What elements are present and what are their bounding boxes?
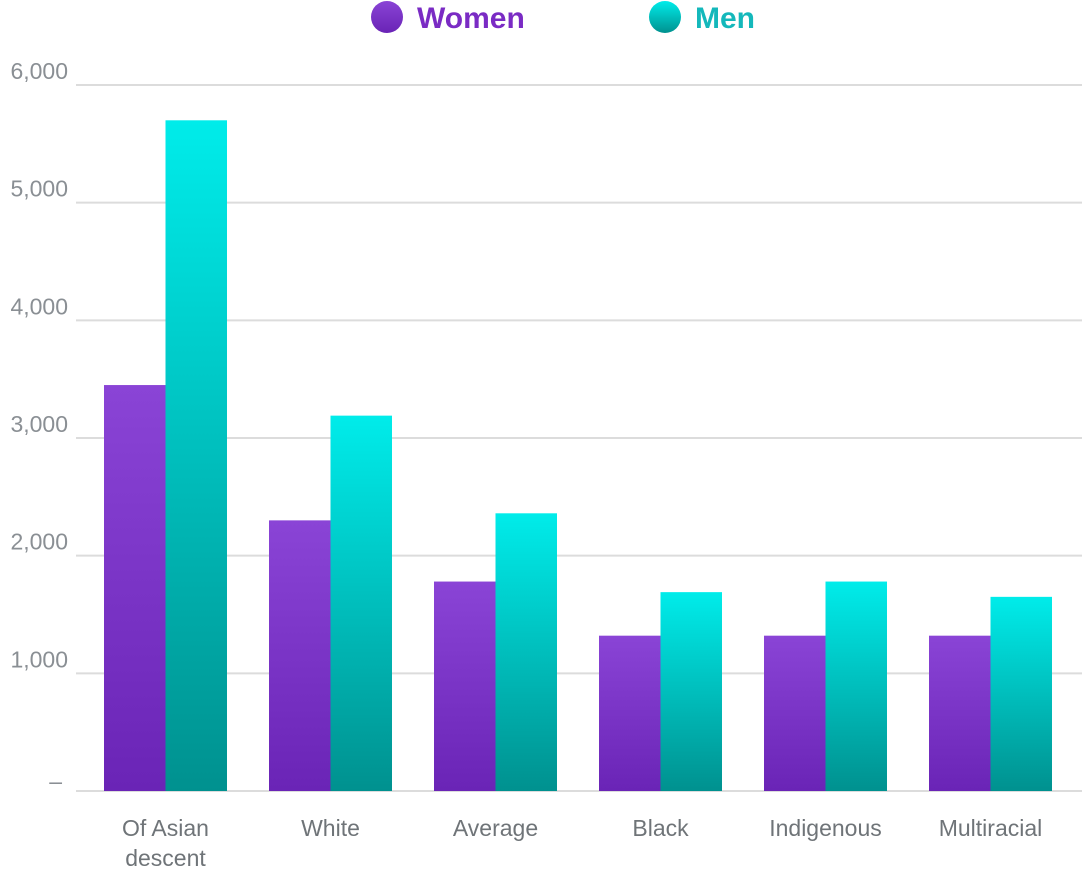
- bar-men: [990, 596, 1052, 791]
- x-tick-label: White: [301, 815, 360, 841]
- bar-women: [764, 635, 826, 791]
- legend: Women Men: [371, 1, 755, 35]
- legend-label-women: Women: [417, 2, 525, 35]
- x-tick-label: Indigenous: [769, 815, 882, 841]
- x-tick-label: Black: [632, 815, 689, 841]
- x-tick-label: Multiracial: [939, 815, 1043, 841]
- y-tick-label: 1,000: [10, 646, 68, 672]
- bar-women: [104, 385, 166, 791]
- y-tick-label: 2,000: [10, 529, 68, 555]
- x-tick-label: Of Asian descent: [122, 815, 209, 871]
- gridlines: [76, 84, 1082, 792]
- x-tick-label: Average: [453, 815, 538, 841]
- y-tick-label: –: [49, 768, 62, 794]
- legend-swatch-women: [371, 1, 403, 33]
- y-tick-label: 4,000: [10, 293, 68, 319]
- bar-women: [599, 635, 661, 791]
- bar-men: [165, 120, 227, 792]
- bar-men: [330, 415, 392, 791]
- bars: [104, 120, 1052, 792]
- y-tick-label: 3,000: [10, 411, 68, 437]
- bar-women: [434, 581, 496, 791]
- legend-label-men: Men: [695, 2, 755, 35]
- y-tick-label: 5,000: [10, 176, 68, 202]
- bar-women: [269, 520, 331, 791]
- bar-men: [495, 513, 557, 791]
- x-axis-labels: Of Asian descent White Average Black Indigeno…: [122, 815, 1042, 871]
- legend-swatch-men: [649, 1, 681, 33]
- bar-men: [825, 581, 887, 791]
- bar-men: [660, 592, 722, 791]
- y-tick-label: 6,000: [10, 58, 68, 84]
- y-axis-ticks: – 1,000 2,000 3,000 4,000 5,000 6,000: [10, 58, 68, 794]
- bar-women: [929, 635, 991, 791]
